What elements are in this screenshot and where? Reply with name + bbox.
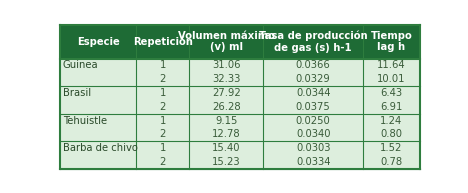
Text: 1: 1	[160, 116, 166, 126]
Text: 0.80: 0.80	[380, 129, 402, 139]
Text: 1: 1	[160, 143, 166, 153]
Text: Repetición: Repetición	[132, 36, 192, 47]
Bar	[60, 72, 420, 86]
Text: Volumen máximo
(v) ml: Volumen máximo (v) ml	[178, 31, 275, 52]
Text: 0.0344: 0.0344	[296, 88, 330, 98]
Bar	[60, 86, 420, 100]
Text: 2: 2	[160, 157, 166, 167]
Text: 1.24: 1.24	[380, 116, 402, 126]
Text: 6.91: 6.91	[380, 102, 402, 112]
Text: 0.0329: 0.0329	[296, 74, 330, 84]
Text: 0.0334: 0.0334	[296, 157, 330, 167]
Text: 0.0250: 0.0250	[296, 116, 330, 126]
Text: Brasil: Brasil	[63, 88, 91, 98]
Bar	[60, 141, 420, 155]
Bar	[60, 58, 420, 72]
Text: 0.0375: 0.0375	[296, 102, 330, 112]
Text: 9.15: 9.15	[215, 116, 237, 126]
Text: 1: 1	[160, 88, 166, 98]
Bar	[60, 155, 420, 169]
Text: 11.64: 11.64	[377, 60, 406, 70]
Text: 2: 2	[160, 129, 166, 139]
Text: 26.28: 26.28	[212, 102, 241, 112]
Text: 6.43: 6.43	[380, 88, 402, 98]
Text: 10.01: 10.01	[377, 74, 406, 84]
Text: Especie: Especie	[77, 37, 119, 47]
Text: 0.0340: 0.0340	[296, 129, 330, 139]
Text: 15.40: 15.40	[212, 143, 241, 153]
Text: 12.78: 12.78	[212, 129, 241, 139]
Bar	[60, 127, 420, 141]
Bar	[60, 114, 420, 127]
Text: 32.33: 32.33	[212, 74, 241, 84]
Text: 2: 2	[160, 74, 166, 84]
Text: 2: 2	[160, 102, 166, 112]
Bar	[60, 25, 420, 58]
Text: Tiempo
lag h: Tiempo lag h	[371, 31, 412, 52]
Text: Barba de chivo: Barba de chivo	[63, 143, 138, 153]
Text: 15.23: 15.23	[212, 157, 241, 167]
Text: 0.0366: 0.0366	[296, 60, 330, 70]
Text: 27.92: 27.92	[212, 88, 241, 98]
Text: Guinea: Guinea	[63, 60, 98, 70]
Text: 31.06: 31.06	[212, 60, 241, 70]
Text: Tasa de producción
de gas (s) h-1: Tasa de producción de gas (s) h-1	[259, 30, 367, 53]
Text: 0.78: 0.78	[380, 157, 402, 167]
Text: 1: 1	[160, 60, 166, 70]
Text: 1.52: 1.52	[380, 143, 402, 153]
Text: Tehuistle: Tehuistle	[63, 116, 107, 126]
Text: 0.0303: 0.0303	[296, 143, 330, 153]
Bar	[60, 100, 420, 114]
